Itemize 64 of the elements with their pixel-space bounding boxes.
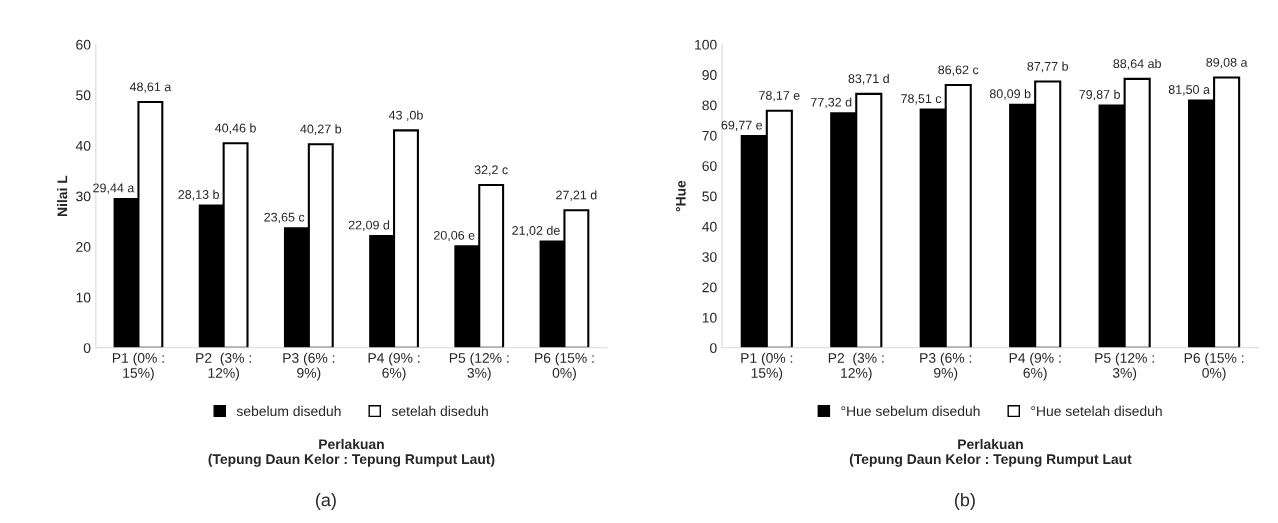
x-axis-title: Perlakuan (Tepung Daun Kelor : Tepung Rumput Laut: [849, 438, 1132, 467]
data-label: 27,21 d: [556, 190, 597, 201]
x-axis-title: Perlakuan (Tepung Daun Kelor : Tepung Rumput Laut): [208, 438, 495, 467]
legend-label: °Hue sebelum diseduh: [841, 405, 980, 417]
data-label: 23,65 c: [264, 212, 305, 224]
data-label: 40,46 b: [215, 123, 256, 134]
data-label: 78,17 e: [759, 91, 800, 102]
data-label: 43 ,0b: [388, 110, 423, 122]
y-tick-label: 10: [76, 292, 91, 303]
x-tick-label: P2 (3% : 12%): [196, 352, 251, 381]
x-tick-label: P1 (0% : 15%): [112, 352, 164, 381]
data-label: 21,02 de: [512, 225, 560, 237]
data-label: 87,77 b: [1027, 61, 1069, 73]
data-label: 29,44 a: [93, 183, 135, 194]
data-label: 32,2 c: [474, 165, 508, 176]
data-label: 69,77 e: [721, 120, 763, 131]
y-tick-label: 10: [702, 312, 717, 323]
data-label: 81,50 a: [1168, 85, 1210, 96]
y-tick-label: 20: [702, 282, 717, 293]
y-tick-label: 30: [702, 252, 717, 262]
data-label: 78,51 c: [901, 94, 942, 105]
x-tick-label: P5 (12% : 3%): [1095, 352, 1154, 381]
y-tick-label: 40: [702, 221, 717, 232]
data-label: 28,13 b: [178, 189, 219, 201]
data-label: 83,71 d: [848, 73, 889, 85]
x-tick-label: P3 (6% : 9%): [920, 352, 972, 381]
data-label: 80,09 b: [989, 89, 1031, 100]
data-label: 40,27 b: [300, 124, 342, 135]
x-tick-label: P4 (9% : 6%): [368, 352, 420, 381]
data-label: 89,08 a: [1206, 57, 1248, 69]
y-tick-label: 100: [695, 39, 717, 50]
x-tick-label: P5 (12% : 3%): [449, 352, 509, 381]
x-tick-label: P6 (15% : 0%): [1184, 352, 1244, 381]
data-label: 77,32 d: [811, 97, 852, 109]
y-tick-label: 20: [76, 242, 91, 252]
data-label: 79,87 b: [1079, 89, 1120, 101]
y-tick-label: 40: [75, 140, 91, 151]
y-tick-label: 60: [702, 161, 717, 171]
y-tick-label: 60: [76, 39, 91, 50]
x-tick-label: P1 (0% : 15%): [741, 352, 793, 381]
legend-label: °Hue setelah diseduh: [1031, 405, 1162, 417]
y-axis-title: Nilai L: [57, 175, 68, 217]
legend-label: setelah diseduh: [391, 405, 488, 417]
data-label: 86,62 c: [938, 65, 979, 76]
x-tick-label: P6 (15% : 0%): [535, 352, 594, 381]
x-tick-label: P2 (3% : 12%): [828, 352, 884, 381]
y-tick-label: 0: [83, 343, 91, 353]
x-tick-label: P4 (9% : 6%): [1009, 352, 1061, 381]
y-tick-label: 50: [76, 90, 91, 101]
data-label: 20,06 e: [434, 230, 475, 242]
y-tick-label: 30: [76, 191, 91, 202]
y-tick-label: 0: [710, 343, 717, 353]
data-label: 88,64 ab: [1113, 58, 1161, 70]
y-tick-label: 70: [702, 130, 717, 141]
text: (a): [315, 493, 336, 510]
text: (b): [954, 493, 975, 510]
legend-label: sebelum diseduh: [236, 405, 341, 417]
y-axis-title: °Hue: [675, 180, 686, 212]
y-tick-label: 50: [702, 191, 717, 202]
data-label: 22,09 d: [348, 220, 390, 231]
y-tick-label: 90: [702, 70, 717, 80]
x-tick-label: P3 (6% : 9%): [283, 352, 335, 381]
y-tick-label: 80: [702, 100, 717, 111]
data-label: 48,61 a: [129, 82, 172, 93]
